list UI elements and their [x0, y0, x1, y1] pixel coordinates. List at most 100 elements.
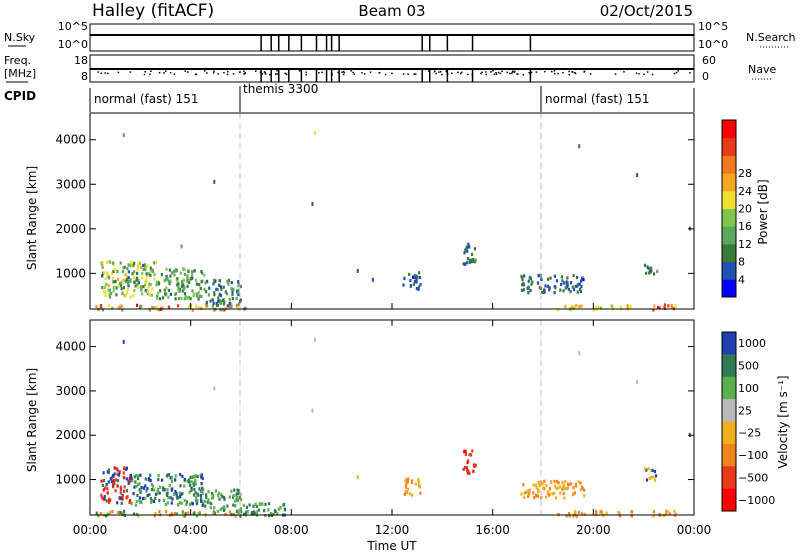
- power-cell: [548, 288, 551, 292]
- power-cell: [195, 304, 198, 308]
- power-cell: [226, 292, 229, 296]
- velocity-cell: [263, 509, 266, 513]
- velocity-cell: [201, 491, 204, 495]
- velocity-cell: [183, 477, 186, 481]
- velocity-cell: [218, 497, 221, 501]
- velocity-cell: [673, 509, 676, 513]
- power-cell: [207, 293, 210, 297]
- power-cell: [197, 306, 200, 310]
- power-cell: [576, 275, 579, 280]
- velocity-cell: [115, 467, 118, 471]
- velocity-cell: [268, 514, 271, 518]
- velocity-cell: [195, 495, 198, 499]
- power-colorbar-swatch: [722, 243, 736, 263]
- velocity-cell: [563, 487, 566, 491]
- power-cell: [124, 280, 127, 284]
- power-cell: [200, 270, 203, 274]
- velocity-cell: [116, 484, 119, 488]
- velocity-cell: [204, 504, 207, 508]
- velocity-cell: [150, 483, 153, 487]
- power-cell: [176, 283, 179, 287]
- power-speck: [636, 173, 639, 178]
- velocity-cell: [561, 487, 564, 491]
- velocity-cell: [414, 482, 417, 486]
- power-cell: [140, 288, 143, 292]
- velocity-cell: [162, 486, 165, 490]
- velocity-cell: [555, 486, 558, 490]
- velocity-cell: [617, 510, 620, 514]
- power-cell: [169, 274, 172, 278]
- velocity-cell: [190, 486, 193, 491]
- nave-point: [206, 72, 208, 74]
- power-cell: [126, 275, 129, 279]
- velocity-cell: [198, 487, 201, 491]
- nave-point: [583, 71, 585, 73]
- velocity-cell: [201, 476, 204, 480]
- power-cell: [417, 287, 420, 291]
- velocity-cell: [577, 480, 580, 484]
- velocity-cell: [232, 503, 235, 507]
- velocity-cell: [137, 514, 140, 518]
- power-cell: [136, 283, 139, 287]
- velocity-cell: [106, 512, 109, 516]
- nave-point: [544, 70, 546, 73]
- velocity-cell: [575, 514, 579, 518]
- power-cell: [142, 267, 145, 271]
- power-cell: [175, 269, 178, 273]
- time-axis: 00:00 04:00 08:00 12:00 16:00 20:00 00:00: [73, 303, 711, 537]
- velocity-cell: [418, 481, 421, 486]
- power-cell: [214, 279, 217, 284]
- power-cell: [599, 306, 603, 310]
- power-cell: [119, 283, 123, 287]
- power-cell: [530, 282, 533, 286]
- power-cell: [571, 305, 574, 309]
- velocity-cell: [176, 496, 179, 500]
- power-cell: [402, 283, 405, 287]
- power-cell: [177, 304, 180, 308]
- nave-point: [511, 71, 514, 73]
- nave-point: [244, 72, 246, 75]
- velocity-cell: [180, 492, 183, 496]
- velocity-cell: [463, 450, 466, 454]
- velocity-cell: [282, 503, 285, 507]
- power-cell: [134, 284, 137, 288]
- velocity-cell: [207, 490, 210, 494]
- power-cell: [185, 295, 188, 299]
- power-cell: [229, 301, 232, 305]
- power-cell: [208, 286, 211, 290]
- velocity-cell: [192, 481, 195, 485]
- velocity-cell: [630, 510, 633, 514]
- nave-point: [495, 73, 498, 75]
- velocity-colorbar-swatch: [722, 421, 736, 445]
- nave-tick-bottom: 0: [702, 70, 709, 83]
- velocity-cell: [100, 493, 103, 497]
- nave-point: [391, 72, 393, 75]
- power-cell: [643, 263, 647, 267]
- velocity-cell: [548, 487, 552, 491]
- velocity-cell: [283, 508, 286, 512]
- velocity-cell: [179, 484, 182, 488]
- power-cell: [153, 261, 156, 265]
- velocity-cell: [178, 491, 181, 495]
- nave-point: [107, 72, 109, 75]
- power-cell: [231, 292, 234, 296]
- velocity-colorbar: 1000 500 100 25 −25 −100 −500 −1000: [721, 331, 775, 512]
- velocity-cell: [551, 492, 554, 496]
- velocity-cell: [119, 510, 122, 515]
- velocity-cell: [237, 492, 241, 496]
- nsky-label: N.Sky: [4, 31, 36, 44]
- velocity-cell: [193, 475, 196, 479]
- velocity-cell: [652, 514, 655, 518]
- nave-point: [530, 71, 533, 73]
- power-cell: [403, 276, 406, 280]
- velocity-cell: [137, 474, 140, 478]
- nave-point: [506, 71, 509, 74]
- velocity-cell: [212, 493, 215, 498]
- velocity-cell: [600, 509, 603, 513]
- power-cell: [102, 289, 105, 294]
- velocity-cell: [123, 509, 126, 513]
- velocity-cell: [170, 476, 174, 480]
- power-cell: [567, 287, 570, 291]
- power-cell: [122, 286, 126, 290]
- nave-point: [439, 70, 442, 73]
